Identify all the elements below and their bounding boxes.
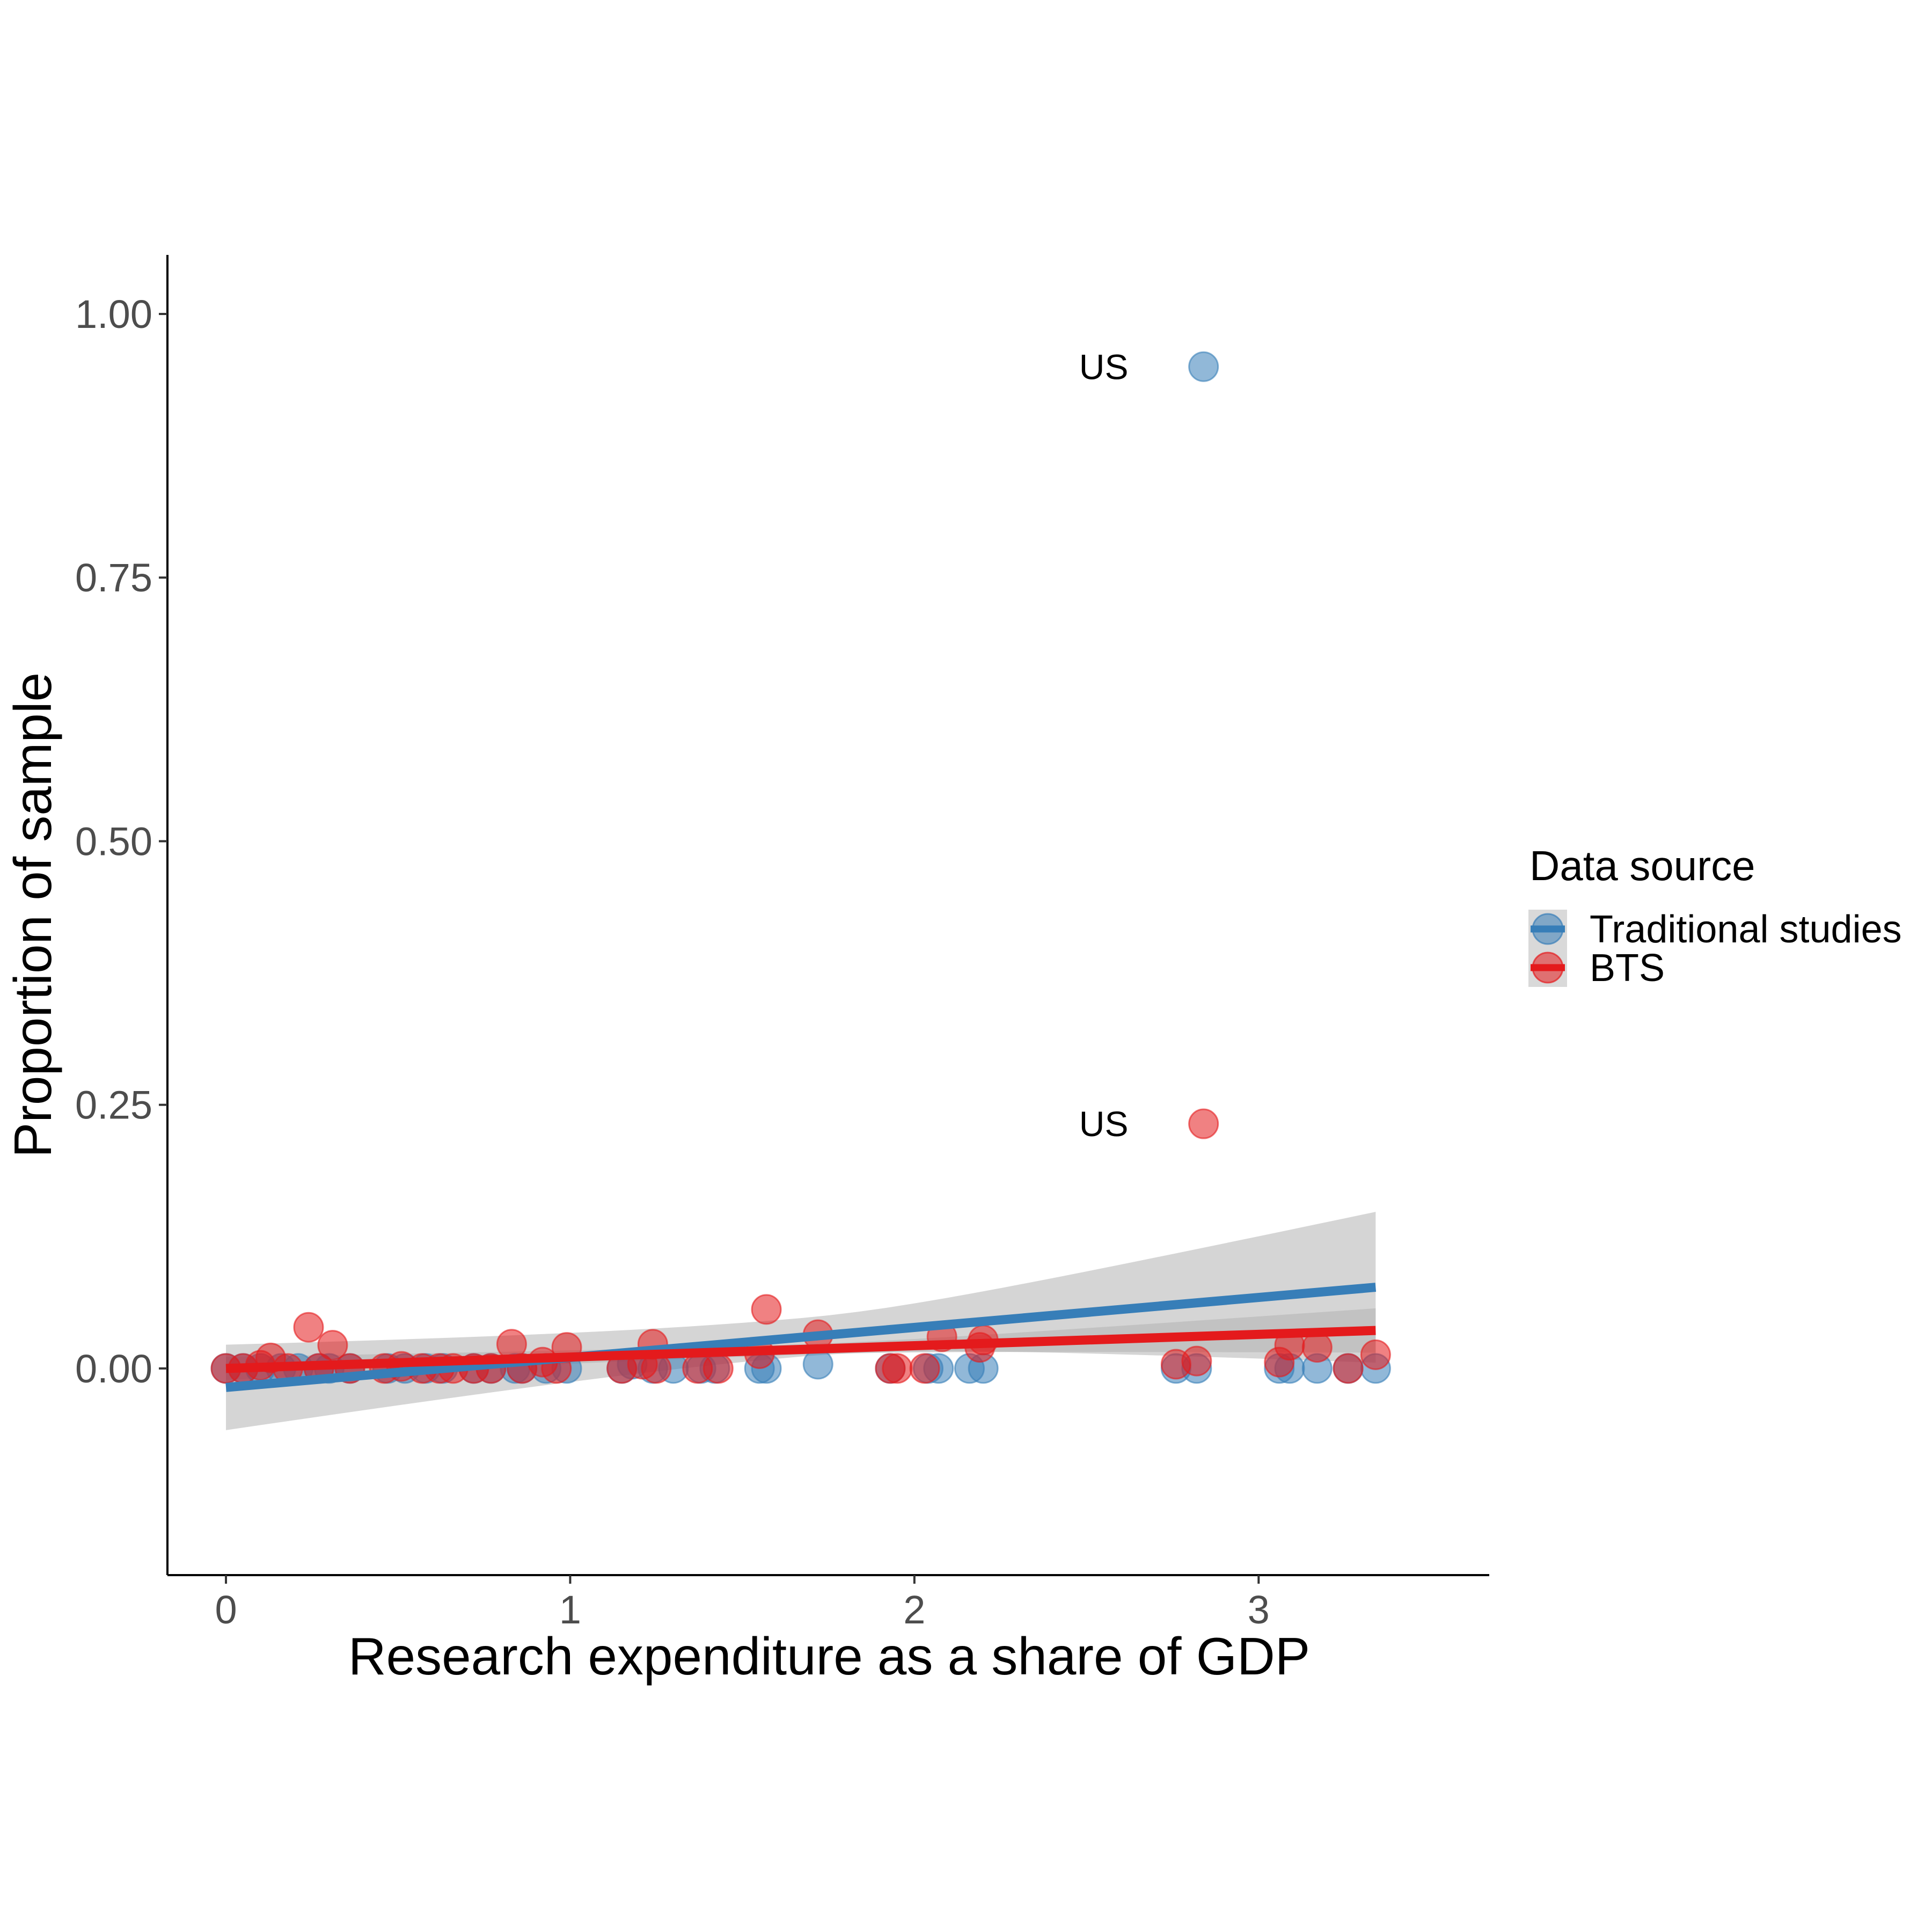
trend-line-traditional-studies — [225, 1283, 1377, 1392]
y-tick-label: 0.00 — [75, 1346, 152, 1391]
x-axis-title: Research expenditure as a share of GDP — [348, 1627, 1310, 1686]
x-tick-label: 2 — [903, 1587, 925, 1632]
x-tick-label: 1 — [559, 1587, 581, 1632]
legend-label-traditional: Traditional studies — [1590, 908, 1902, 951]
point-bts — [1333, 1353, 1364, 1384]
y-tick-label: 0.75 — [75, 555, 152, 600]
point-bts — [317, 1330, 348, 1361]
legend-key-traditional — [1528, 910, 1567, 948]
legend: Data source Traditional studies BTS — [1528, 842, 1902, 990]
annotation-us-label: US — [1079, 1104, 1129, 1144]
y-tick-label: 0.25 — [75, 1083, 152, 1128]
data-points — [210, 351, 1391, 1384]
legend-key-bts — [1528, 948, 1567, 987]
legend-title: Data source — [1529, 842, 1755, 889]
point-bts — [909, 1353, 940, 1384]
x-axis-ticks: 0 1 2 3 — [215, 1575, 1270, 1632]
y-axis-title: Proportion of sample — [3, 672, 62, 1158]
point-bts — [882, 1353, 913, 1384]
point-bts — [1360, 1339, 1391, 1370]
axes: 0.00 0.25 0.50 0.75 1.00 0 1 2 3 — [75, 255, 1489, 1632]
y-axis-ticks: 0.00 0.25 0.50 0.75 1.00 — [75, 292, 167, 1391]
point-traditional-studies — [802, 1349, 833, 1380]
point-bts — [702, 1353, 734, 1384]
legend-label-bts: BTS — [1590, 947, 1665, 990]
plot-panel: US US — [210, 347, 1391, 1430]
annotation-us-label: US — [1079, 347, 1129, 386]
point-bts — [293, 1312, 324, 1343]
point-bts — [1181, 1345, 1212, 1377]
trend-line-bts — [225, 1326, 1376, 1373]
point-traditional-studies — [1188, 351, 1219, 382]
annotations: US US — [1079, 347, 1129, 1144]
y-tick-label: 0.50 — [75, 819, 152, 863]
confidence-ribbons — [226, 1212, 1376, 1430]
y-tick-label: 1.00 — [75, 292, 152, 336]
point-bts — [751, 1294, 782, 1325]
x-tick-label: 3 — [1248, 1587, 1270, 1632]
x-tick-label: 0 — [215, 1587, 237, 1632]
trend-lines — [225, 1283, 1377, 1392]
point-bts — [1188, 1108, 1219, 1139]
